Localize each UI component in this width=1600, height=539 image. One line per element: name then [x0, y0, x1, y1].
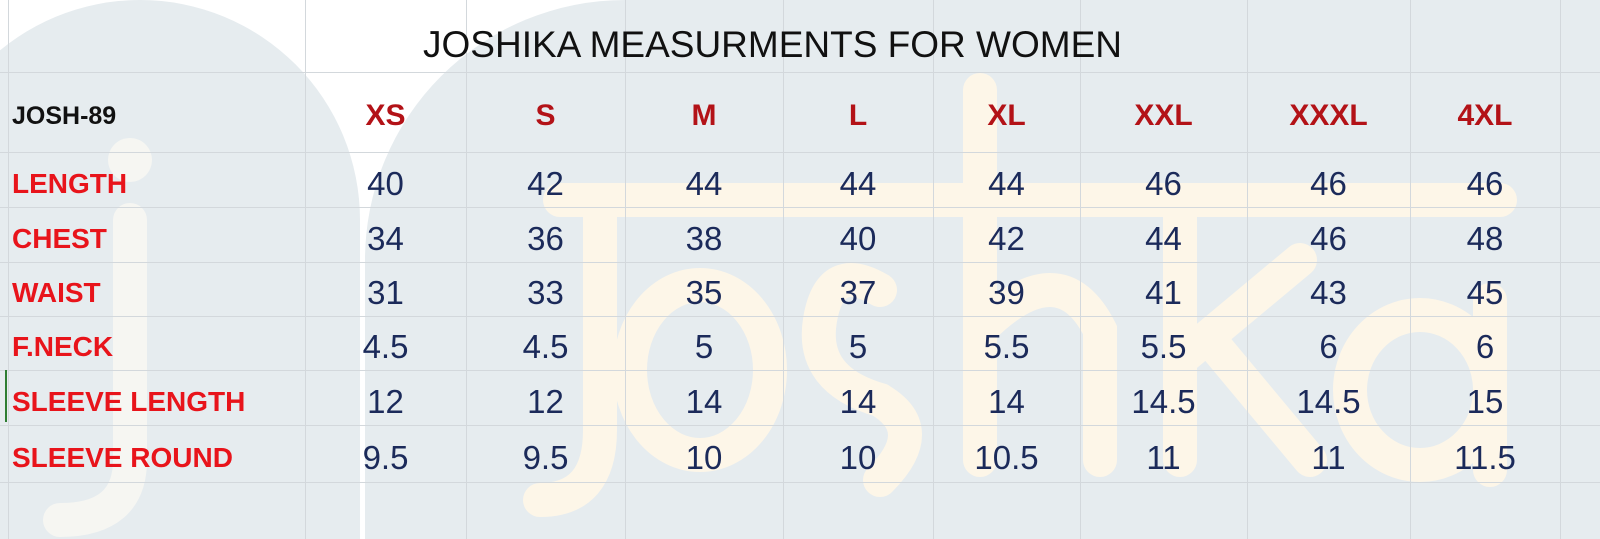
- size-header[interactable]: 4XL: [1457, 99, 1513, 132]
- grid-line: [625, 0, 626, 539]
- measurement-cell[interactable]: 33: [527, 274, 564, 311]
- grid-line: [8, 0, 9, 539]
- measurement-cell[interactable]: 11: [1146, 438, 1181, 476]
- row-label[interactable]: SLEEVE ROUND: [12, 441, 233, 473]
- measurement-cell[interactable]: 15: [1466, 382, 1504, 420]
- measurement-cell[interactable]: 6: [1319, 328, 1338, 365]
- grid-line: [466, 0, 467, 539]
- measurement-cell[interactable]: 36: [527, 219, 564, 257]
- grid-line: [0, 482, 1600, 483]
- row-label[interactable]: F.NECK: [12, 331, 114, 362]
- grid-line: [933, 0, 934, 539]
- measurement-cell[interactable]: 14: [839, 382, 877, 420]
- size-header[interactable]: L: [848, 99, 868, 132]
- measurement-cell[interactable]: 10.5: [974, 438, 1039, 476]
- measurement-cell[interactable]: 46: [1310, 219, 1347, 257]
- measurement-cell[interactable]: 41: [1145, 274, 1182, 311]
- measurement-cell[interactable]: 46: [1145, 164, 1182, 202]
- size-header[interactable]: XXXL: [1289, 99, 1368, 132]
- measurement-cell[interactable]: 46: [1466, 164, 1504, 202]
- product-code[interactable]: JOSH-89: [12, 101, 117, 130]
- grid-line: [1560, 0, 1561, 539]
- row-label[interactable]: LENGTH: [12, 167, 128, 199]
- measurement-cell[interactable]: 5: [694, 328, 714, 365]
- measurement-cell[interactable]: 44: [685, 164, 723, 202]
- measurement-cell[interactable]: 11: [1311, 438, 1346, 476]
- watermark-logo-mark: [43, 73, 1517, 537]
- measurement-cell[interactable]: 9.5: [522, 438, 569, 476]
- size-header[interactable]: XL: [987, 99, 1026, 132]
- grid-line: [0, 207, 1600, 208]
- measurement-cell[interactable]: 46: [1310, 164, 1347, 202]
- measurement-cell[interactable]: 10: [839, 438, 877, 476]
- measurement-cell[interactable]: 34: [367, 219, 404, 257]
- measurement-cell[interactable]: 42: [527, 164, 564, 202]
- measurement-cell[interactable]: 14.5: [1131, 382, 1196, 420]
- measurement-cell[interactable]: 5.5: [1140, 328, 1187, 365]
- measurement-cell[interactable]: 9.5: [362, 438, 409, 476]
- measurement-cell[interactable]: 14: [988, 382, 1025, 420]
- row-label[interactable]: WAIST: [12, 277, 101, 308]
- grid-line: [783, 0, 784, 539]
- measurement-cell[interactable]: 44: [839, 164, 877, 202]
- measurement-cell[interactable]: 43: [1310, 274, 1347, 311]
- page-title: JOSHIKA MEASURMENTS FOR WOMEN: [423, 24, 1122, 65]
- measurement-cell[interactable]: 5.5: [983, 328, 1030, 365]
- grid-line: [1410, 0, 1411, 539]
- row-label[interactable]: SLEEVE LENGTH: [12, 385, 246, 417]
- measurement-cell[interactable]: 45: [1466, 274, 1504, 311]
- measurement-cell[interactable]: 5: [848, 328, 868, 365]
- grid-line: [0, 370, 1600, 371]
- measurement-cell[interactable]: 4.5: [522, 328, 569, 365]
- measurement-cell[interactable]: 6: [1475, 328, 1495, 365]
- measurement-cell[interactable]: 42: [988, 219, 1025, 257]
- grid-line: [1080, 0, 1081, 539]
- row-label[interactable]: CHEST: [12, 222, 107, 254]
- size-header[interactable]: S: [535, 99, 556, 132]
- measurement-cell[interactable]: 14: [685, 382, 723, 420]
- grid-line: [0, 316, 1600, 317]
- measurement-cell[interactable]: 40: [367, 164, 404, 202]
- grid-line: [0, 425, 1600, 426]
- size-header[interactable]: M: [691, 99, 717, 132]
- grid-line: [0, 262, 1600, 263]
- measurement-cell[interactable]: 35: [685, 274, 723, 311]
- size-header[interactable]: XXL: [1134, 99, 1193, 132]
- measurement-cell[interactable]: 14.5: [1296, 382, 1361, 420]
- grid-line: [0, 152, 1600, 153]
- measurement-cell[interactable]: 37: [839, 274, 877, 311]
- size-header[interactable]: XS: [365, 99, 406, 132]
- measurement-cell[interactable]: 38: [685, 219, 723, 257]
- measurement-cell[interactable]: 39: [988, 274, 1025, 311]
- measurement-cell[interactable]: 40: [839, 219, 877, 257]
- measurement-cell[interactable]: 12: [367, 382, 404, 420]
- measurement-cell[interactable]: 12: [527, 382, 564, 420]
- measurement-cell[interactable]: 48: [1466, 219, 1504, 257]
- measurement-cell[interactable]: 31: [367, 274, 404, 311]
- grid-line: [305, 0, 306, 539]
- grid-line: [1247, 0, 1248, 539]
- row-marker: [5, 370, 7, 422]
- measurement-cell[interactable]: 44: [1145, 219, 1182, 257]
- grid-line: [0, 72, 1600, 73]
- measurement-cell[interactable]: 11.5: [1454, 438, 1516, 476]
- measurement-cell[interactable]: 4.5: [362, 328, 409, 365]
- watermark-shape: [0, 0, 360, 539]
- measurement-cell[interactable]: 44: [988, 164, 1025, 202]
- measurement-cell[interactable]: 10: [685, 438, 723, 476]
